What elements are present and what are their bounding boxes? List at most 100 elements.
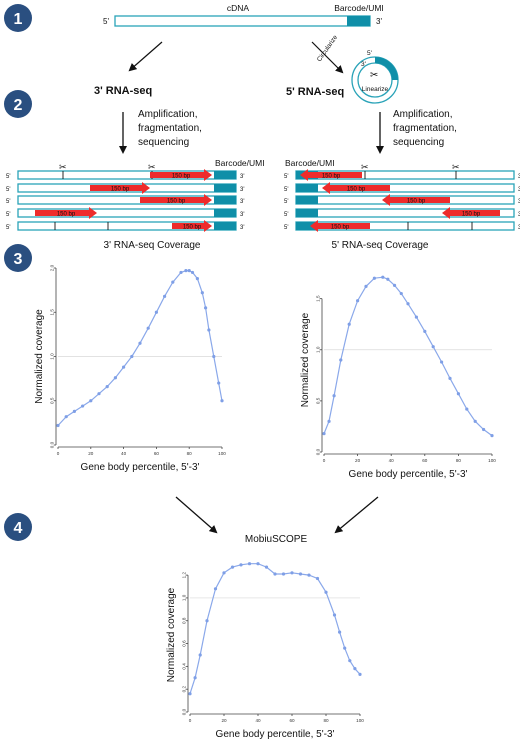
x-tick-label: 60 bbox=[422, 458, 428, 463]
three-prime-end: 3' bbox=[518, 187, 520, 193]
coverage-point bbox=[356, 299, 360, 303]
three-prime-reads: 5' 3' 150 bp 5' 3' 150 bp 5' 3' 150 bp 5' 3' 150 bp… bbox=[6, 162, 244, 232]
coverage-line bbox=[57, 270, 223, 426]
y-tick-label: 0.5 bbox=[316, 397, 321, 404]
svg-text:5': 5' bbox=[103, 17, 109, 26]
read-length-label: 150 bp bbox=[331, 225, 350, 231]
svg-text:sequencing: sequencing bbox=[138, 137, 189, 148]
coverage-point bbox=[372, 276, 376, 280]
coverage-point bbox=[343, 646, 347, 650]
coverage-point bbox=[205, 619, 209, 623]
coverage-point bbox=[89, 399, 93, 403]
coverage-point bbox=[332, 394, 336, 398]
svg-text:Amplification,: Amplification, bbox=[138, 109, 197, 120]
coverage-point bbox=[217, 381, 221, 385]
plot-title-combined: MobiuSCOPE bbox=[245, 534, 308, 545]
coverage-point bbox=[190, 270, 195, 275]
scissors-icon: ✂ bbox=[452, 162, 460, 172]
read-barcode bbox=[296, 209, 318, 217]
y-tick-label: 0.0 bbox=[316, 448, 321, 455]
svg-text:4: 4 bbox=[14, 520, 23, 537]
coverage-point bbox=[122, 365, 126, 369]
scissors-icon: ✂ bbox=[59, 162, 67, 172]
coverage-point bbox=[113, 376, 117, 380]
five-prime-end: 5' bbox=[6, 199, 10, 205]
coverage-point bbox=[230, 565, 235, 569]
coverage-point bbox=[456, 392, 460, 396]
coverage-plot-5prime: 0.0 0.5 1.0 1.5 0 20 40 60 80 100 Gene body percen… bbox=[300, 275, 496, 480]
three-prime-end: 3' bbox=[240, 212, 244, 218]
read-barcode bbox=[296, 196, 318, 204]
read-barcode bbox=[296, 222, 318, 230]
coverage-point bbox=[195, 277, 199, 281]
x-tick-label: 0 bbox=[57, 451, 60, 456]
coverage-point bbox=[256, 562, 260, 566]
five-prime-end: 5' bbox=[6, 187, 10, 193]
coverage-point bbox=[381, 275, 385, 279]
read-length-label: 150 bp bbox=[167, 199, 186, 205]
read-arrow bbox=[442, 207, 500, 219]
five-prime-end: 5' bbox=[284, 225, 288, 231]
coverage-point bbox=[171, 280, 175, 284]
three-prime-end: 3' bbox=[518, 174, 520, 180]
coverage-point bbox=[212, 354, 216, 359]
x-tick-label: 100 bbox=[488, 458, 496, 463]
x-tick-label: 20 bbox=[355, 458, 361, 463]
coverage-point bbox=[179, 270, 183, 275]
read-arrow bbox=[150, 169, 212, 181]
five-prime-end: 5' bbox=[6, 225, 10, 231]
x-tick-label: 80 bbox=[456, 458, 462, 463]
read-arrow bbox=[322, 182, 390, 194]
read-barcode bbox=[214, 184, 236, 192]
coverage-point bbox=[64, 415, 68, 419]
coverage-point bbox=[327, 419, 331, 423]
coverage-point bbox=[392, 283, 397, 287]
x-tick-label: 60 bbox=[154, 451, 160, 456]
x-tick-label: 0 bbox=[189, 718, 192, 723]
coverage-point bbox=[338, 630, 342, 634]
coverage-point bbox=[200, 291, 204, 295]
coverage-point bbox=[298, 572, 303, 576]
read-arrow bbox=[300, 169, 362, 181]
svg-text:1: 1 bbox=[14, 11, 23, 28]
coverage-point bbox=[273, 572, 277, 576]
svg-text:5': 5' bbox=[367, 50, 372, 57]
coverage-point bbox=[353, 667, 357, 671]
three-prime-end: 3' bbox=[518, 225, 520, 231]
coverage-point bbox=[264, 565, 269, 569]
three-prime-heading: 3' RNA-seq bbox=[94, 85, 152, 97]
coverage-point bbox=[154, 310, 158, 314]
plot-title-5prime: 5' RNA-seq Coverage bbox=[332, 240, 429, 251]
read-arrow bbox=[172, 220, 212, 232]
read-arrow bbox=[90, 182, 150, 194]
y-axis-label: Normalized coverage bbox=[34, 309, 45, 404]
coverage-point bbox=[146, 326, 150, 330]
y-tick-label: 1.2 bbox=[182, 571, 187, 578]
svg-text:sequencing: sequencing bbox=[393, 137, 444, 148]
barcode-umi-label-3prime: Barcode/UMI bbox=[215, 158, 265, 168]
coverage-point bbox=[347, 322, 351, 326]
coverage-point bbox=[188, 692, 192, 696]
svg-text:2: 2 bbox=[14, 97, 23, 114]
scissors-icon: ✂ bbox=[148, 162, 156, 172]
read-barcode bbox=[214, 209, 236, 217]
step-2-badge: 2 bbox=[4, 90, 32, 118]
coverage-point bbox=[482, 427, 486, 432]
read-barcode bbox=[296, 184, 318, 192]
five-prime-end: 5' bbox=[284, 199, 288, 205]
circularized-molecule: 5' 3' ✂ Linearize bbox=[351, 50, 399, 104]
arrow-to-3prime bbox=[128, 41, 163, 72]
coverage-line bbox=[323, 276, 493, 437]
read-barcode bbox=[214, 196, 236, 204]
circularize-label: Circularize bbox=[316, 34, 340, 63]
coverage-point bbox=[239, 563, 243, 567]
coverage-point bbox=[399, 291, 403, 296]
y-tick-label: 0.5 bbox=[50, 397, 55, 404]
read-length-label: 150 bp bbox=[57, 212, 76, 218]
coverage-point bbox=[56, 423, 60, 428]
x-tick-label: 20 bbox=[221, 718, 227, 723]
coverage-point bbox=[348, 659, 352, 663]
step-4-badge: 4 bbox=[4, 513, 32, 541]
